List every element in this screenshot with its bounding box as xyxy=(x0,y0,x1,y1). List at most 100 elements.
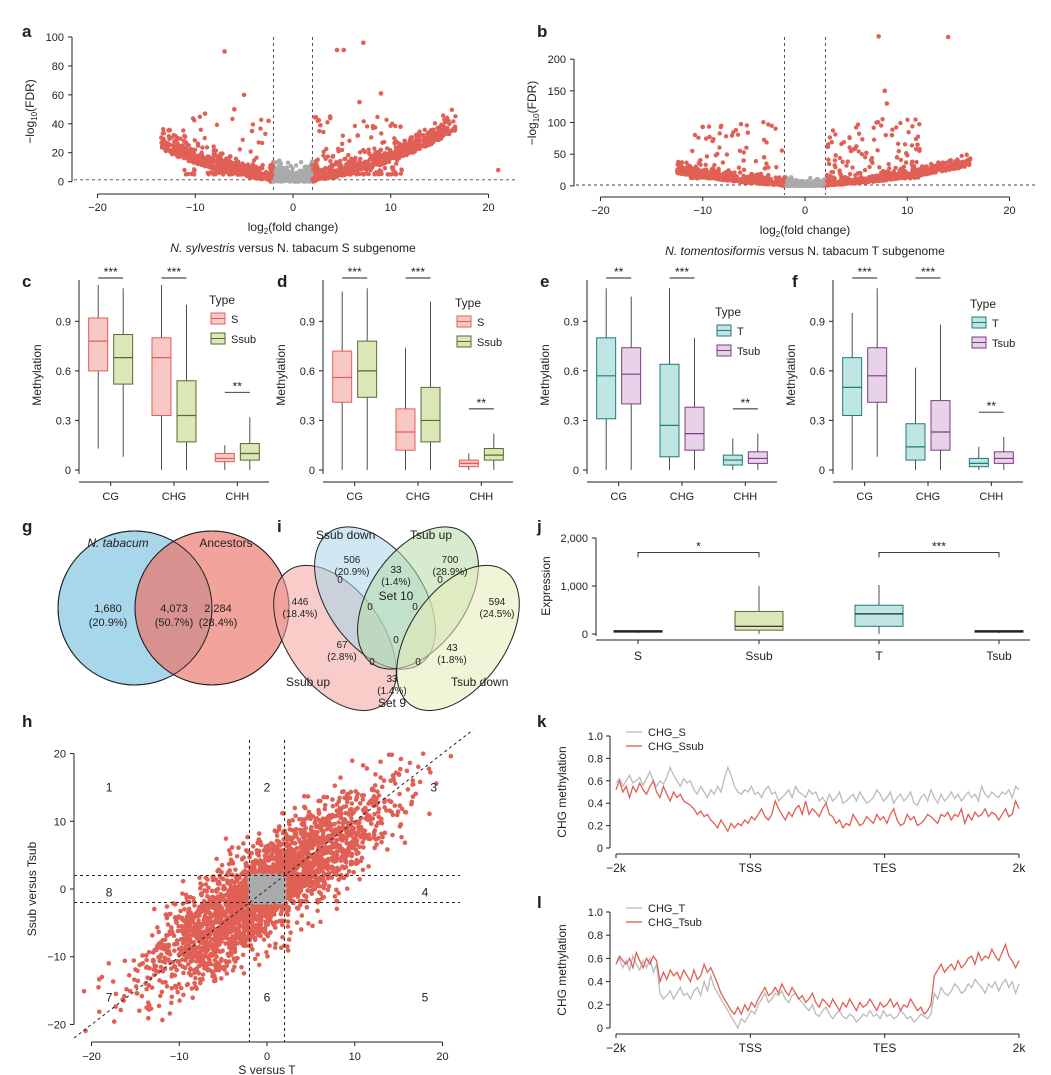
point-nonsignificant xyxy=(271,179,276,184)
point-nonsignificant xyxy=(790,178,795,184)
legend-label: Ssub xyxy=(231,334,256,346)
x-tick-label: T xyxy=(875,649,883,663)
point-significant xyxy=(250,122,256,127)
point-significant xyxy=(110,979,116,984)
point-significant xyxy=(325,154,331,159)
point-significant xyxy=(442,117,447,122)
y-tick-label: 0 xyxy=(819,465,825,477)
point-significant xyxy=(202,135,207,141)
point-significant xyxy=(274,833,280,838)
point-significant xyxy=(167,127,172,133)
point-significant xyxy=(762,179,767,184)
box-S xyxy=(88,317,109,372)
significance-label: * xyxy=(696,539,701,553)
x-tick-label: CHG xyxy=(670,491,694,503)
venn-region-value: 1,680 xyxy=(94,603,122,615)
significance-label: ** xyxy=(614,265,624,279)
point-significant xyxy=(264,949,269,955)
significance-label: *** xyxy=(104,265,118,279)
chart-title: N. sylvestris versus N. tabacum S subgen… xyxy=(170,241,416,255)
point-significant xyxy=(398,171,404,176)
point-significant xyxy=(390,151,395,156)
point-significant xyxy=(886,161,891,167)
y-tick-label: 100 xyxy=(548,118,566,130)
point-significant xyxy=(451,119,456,124)
point-significant xyxy=(263,169,269,175)
point-significant xyxy=(156,1003,162,1009)
y-axis-title: −log10(FDR) xyxy=(23,79,39,144)
point-significant xyxy=(847,171,853,177)
point-nonsignificant xyxy=(303,164,309,169)
venn-region-value: 700 xyxy=(442,555,459,566)
point-significant xyxy=(448,753,454,759)
point-significant xyxy=(729,170,734,176)
point-significant xyxy=(871,137,877,142)
point-significant xyxy=(401,152,406,158)
box-S xyxy=(214,452,235,463)
point-significant xyxy=(198,127,204,133)
point-significant xyxy=(695,172,700,177)
point-significant xyxy=(774,181,779,187)
point-significant xyxy=(915,142,920,147)
point-nonsignificant xyxy=(284,176,289,182)
x-axis-title: log2(fold change) xyxy=(760,223,851,239)
point-significant xyxy=(862,154,868,160)
x-tick-label: −20 xyxy=(591,205,610,217)
point-significant xyxy=(256,831,262,836)
point-significant xyxy=(377,171,382,177)
point-significant xyxy=(137,1008,142,1014)
venn-set-label: N. tabacum xyxy=(87,536,148,550)
box-Ssub xyxy=(357,340,378,398)
point-significant xyxy=(919,164,925,169)
point-significant xyxy=(724,152,730,157)
point-significant xyxy=(898,175,903,180)
point-significant xyxy=(205,162,210,167)
point-significant xyxy=(905,117,910,122)
point-significant xyxy=(764,140,769,145)
point-significant xyxy=(336,820,341,825)
box-Ssub xyxy=(483,448,504,461)
point-significant xyxy=(197,114,203,119)
point-significant xyxy=(717,145,722,150)
point-significant xyxy=(357,99,362,105)
point-significant xyxy=(679,169,685,174)
point-significant xyxy=(877,165,882,170)
point-significant xyxy=(753,159,759,164)
point-significant xyxy=(434,137,440,143)
significance-label: *** xyxy=(348,265,362,279)
point-significant xyxy=(924,164,929,169)
point-significant xyxy=(169,147,175,153)
point-significant xyxy=(385,152,390,157)
point-significant xyxy=(240,137,245,142)
point-significant xyxy=(268,168,274,173)
point-significant xyxy=(837,171,843,176)
point-significant xyxy=(856,131,862,136)
point-significant xyxy=(267,943,272,948)
point-significant xyxy=(426,142,432,148)
point-significant xyxy=(776,175,782,180)
point-significant xyxy=(373,125,378,130)
point-significant xyxy=(237,147,243,152)
point-significant xyxy=(144,957,149,963)
point-significant xyxy=(199,161,204,167)
point-significant xyxy=(323,171,328,177)
point-significant xyxy=(185,152,190,157)
point-significant xyxy=(902,176,908,181)
point-nonsignificant xyxy=(310,159,315,164)
x-tick-label: Ssub xyxy=(745,649,773,663)
point-significant xyxy=(172,139,177,144)
point-significant xyxy=(255,952,261,957)
point-significant xyxy=(346,152,351,158)
legend-title: Type xyxy=(455,296,481,310)
point-significant xyxy=(913,117,918,122)
venn-region-value: 33 xyxy=(386,674,398,685)
point-nonsignificant xyxy=(298,160,304,165)
point-significant xyxy=(330,153,336,159)
point-significant xyxy=(884,101,890,106)
point-significant xyxy=(247,175,253,180)
point-significant xyxy=(848,148,854,154)
point-significant xyxy=(258,126,263,131)
point-nonsignificant xyxy=(806,182,811,187)
point-significant xyxy=(738,121,744,127)
point-significant xyxy=(896,148,901,154)
